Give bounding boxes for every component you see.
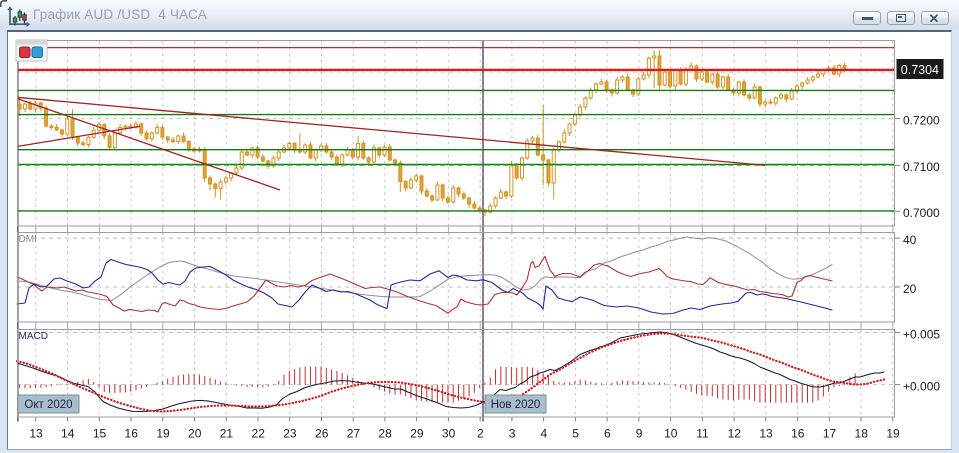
- svg-text:17: 17: [823, 427, 837, 441]
- svg-text:29: 29: [410, 427, 424, 441]
- svg-text:16: 16: [125, 427, 139, 441]
- svg-text:20: 20: [188, 427, 202, 441]
- svg-text:5: 5: [572, 427, 579, 441]
- svg-text:+0.000: +0.000: [903, 379, 940, 393]
- svg-text:9: 9: [636, 427, 643, 441]
- svg-text:27: 27: [347, 427, 361, 441]
- svg-text:26: 26: [315, 427, 329, 441]
- svg-text:19: 19: [156, 427, 170, 441]
- svg-text:0.7304: 0.7304: [901, 63, 939, 77]
- svg-text:20: 20: [903, 282, 917, 296]
- svg-text:22: 22: [252, 427, 266, 441]
- svg-text:10: 10: [664, 427, 678, 441]
- svg-text:6: 6: [604, 427, 611, 441]
- svg-text:16: 16: [791, 427, 805, 441]
- svg-text:Нов 2020: Нов 2020: [491, 399, 541, 411]
- svg-text:12: 12: [728, 427, 742, 441]
- svg-text:3: 3: [509, 427, 516, 441]
- svg-text:0.7200: 0.7200: [903, 113, 940, 127]
- svg-text:11: 11: [696, 427, 709, 441]
- svg-text:30: 30: [442, 427, 456, 441]
- svg-text:28: 28: [378, 427, 392, 441]
- svg-text:13: 13: [759, 427, 773, 441]
- svg-text:13: 13: [29, 427, 43, 441]
- svg-text:MACD: MACD: [19, 331, 48, 342]
- svg-text:40: 40: [903, 233, 917, 247]
- svg-text:19: 19: [886, 427, 900, 441]
- svg-text:4: 4: [540, 427, 547, 441]
- svg-text:23: 23: [283, 427, 297, 441]
- svg-text:0.7100: 0.7100: [903, 160, 940, 174]
- svg-text:14: 14: [61, 427, 75, 441]
- svg-text:DMI: DMI: [19, 234, 37, 245]
- svg-text:15: 15: [93, 427, 107, 441]
- svg-text:Окт 2020: Окт 2020: [24, 399, 72, 411]
- svg-text:0.7000: 0.7000: [903, 206, 940, 220]
- svg-text:2: 2: [477, 427, 484, 441]
- svg-text:21: 21: [220, 427, 234, 441]
- svg-text:+0.005: +0.005: [903, 327, 940, 341]
- svg-text:18: 18: [855, 427, 869, 441]
